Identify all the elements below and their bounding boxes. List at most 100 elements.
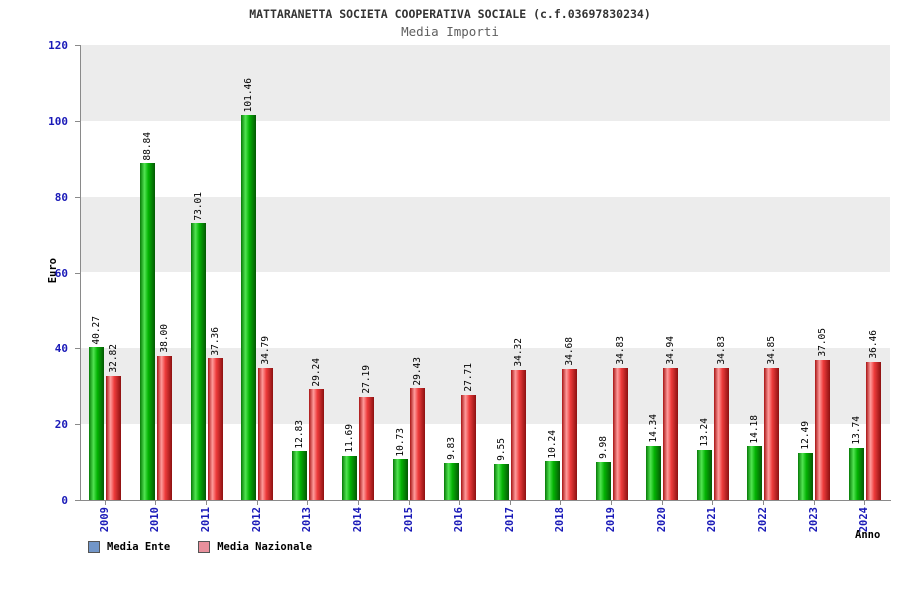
x-tick-mark <box>661 501 663 505</box>
bar-value-label-media-nazionale-2019: 34.83 <box>614 336 626 365</box>
bar-value-label-media-nazionale-2022: 34.85 <box>766 336 778 365</box>
x-tick-label-2015: 2015 <box>402 507 415 533</box>
x-tick-label-2014: 2014 <box>351 507 364 533</box>
bar-media-ente-2020 <box>646 445 662 500</box>
bar-media-nazionale-2009 <box>106 375 122 500</box>
y-tick-label: 20 <box>54 418 68 432</box>
bar-value-label-media-ente-2016: 9.83 <box>445 436 457 460</box>
bar-media-ente-2017 <box>494 463 510 500</box>
bar-media-nazionale-2012 <box>258 368 274 500</box>
bar-media-nazionale-2024 <box>865 361 881 500</box>
y-tick-mark <box>75 500 80 501</box>
y-tick-label: 120 <box>48 39 68 52</box>
bar-value-label-media-nazionale-2014: 27.19 <box>361 365 373 394</box>
bar-media-nazionale-2023 <box>815 359 831 500</box>
x-tick-mark <box>762 501 764 505</box>
x-tick-label-2018: 2018 <box>554 507 567 533</box>
bar-value-label-media-nazionale-2017: 34.32 <box>513 338 525 367</box>
x-tick-label-2023: 2023 <box>807 507 820 533</box>
bar-value-label-media-nazionale-2021: 34.83 <box>715 336 727 365</box>
bar-value-label-media-ente-2019: 9.98 <box>597 436 609 460</box>
bar-value-label-media-nazionale-2016: 27.71 <box>462 363 474 392</box>
bar-value-label-media-nazionale-2018: 34.68 <box>563 336 575 366</box>
legend: Media Ente Media Nazionale <box>88 541 312 553</box>
plot-band <box>80 272 890 349</box>
legend-item-media-ente: Media Ente <box>88 541 170 553</box>
plot-band <box>80 196 890 273</box>
y-tick-label: 80 <box>54 190 68 204</box>
bar-media-ente-2010 <box>139 163 155 500</box>
bar-media-nazionale-2022 <box>764 367 780 500</box>
bar-media-ente-2021 <box>696 449 712 500</box>
bar-value-label-media-ente-2011: 73.01 <box>192 191 204 221</box>
y-tick-label: 0 <box>61 494 68 507</box>
x-tick-label-2021: 2021 <box>706 507 719 533</box>
y-tick-mark <box>75 120 80 122</box>
bar-value-label-media-ente-2021: 13.24 <box>698 418 710 447</box>
bar-media-ente-2023 <box>798 452 814 500</box>
legend-swatch-media-ente <box>88 541 100 553</box>
bar-value-label-media-nazionale-2010: 38.00 <box>158 324 170 353</box>
bar-media-ente-2024 <box>848 447 864 500</box>
x-tick-mark <box>459 501 461 505</box>
legend-label-media-nazionale: Media Nazionale <box>217 541 313 553</box>
y-axis: 0 20 40 60 80 100 120 <box>0 39 80 507</box>
bar-media-ente-2009 <box>89 347 105 500</box>
bar-media-nazionale-2017 <box>511 369 527 500</box>
x-tick-label-2022: 2022 <box>756 507 769 533</box>
x-tick-mark <box>611 501 613 505</box>
bar-value-label-media-nazionale-2024: 36.46 <box>867 330 879 359</box>
y-tick-mark <box>75 272 80 274</box>
bar-value-label-media-ente-2024: 13.74 <box>850 416 862 445</box>
bar-media-ente-2013 <box>291 451 307 500</box>
legend-label-media-ente: Media Ente <box>107 541 171 553</box>
bar-media-ente-2019 <box>595 462 611 500</box>
bar-value-label-media-nazionale-2015: 29.43 <box>412 356 424 386</box>
x-tick-label-2017: 2017 <box>503 507 516 533</box>
bar-media-nazionale-2019 <box>612 367 628 500</box>
x-tick-mark <box>307 501 309 505</box>
chart-title: MATTARANETTA SOCIETA COOPERATIVA SOCIALE… <box>249 7 651 21</box>
x-tick-label-2013: 2013 <box>301 507 314 533</box>
bar-value-label-media-nazionale-2012: 34.79 <box>260 336 272 366</box>
legend-swatch-media-nazionale <box>198 541 211 553</box>
x-tick-mark <box>104 501 106 505</box>
x-tick-label-2012: 2012 <box>250 507 263 533</box>
y-tick-mark <box>75 45 80 46</box>
bar-value-label-media-ente-2010: 88.84 <box>141 131 153 161</box>
chart-subtitle: Media Importi <box>401 24 499 39</box>
x-tick-mark <box>509 501 511 505</box>
plot-band <box>80 45 890 121</box>
y-axis-line <box>80 45 81 501</box>
legend-item-media-nazionale: Media Nazionale <box>198 541 312 553</box>
bar-media-ente-2012 <box>241 115 257 500</box>
x-tick-label-2009: 2009 <box>98 507 111 533</box>
y-tick-mark <box>75 424 80 426</box>
bar-value-label-media-ente-2020: 14.34 <box>648 414 660 443</box>
bar-value-label-media-nazionale-2009: 32.82 <box>108 343 120 373</box>
bar-value-label-media-ente-2013: 12.83 <box>293 419 305 449</box>
x-tick-mark <box>560 501 562 505</box>
y-tick-mark <box>75 348 80 350</box>
bar-value-label-media-ente-2022: 14.18 <box>749 414 761 444</box>
x-tick-mark <box>155 501 157 505</box>
x-tick-mark <box>408 501 410 505</box>
y-tick-label: 100 <box>48 114 68 128</box>
bar-value-label-media-ente-2012: 101.46 <box>243 77 255 113</box>
bar-value-label-media-ente-2014: 11.69 <box>344 424 356 453</box>
bar-value-label-media-nazionale-2023: 37.05 <box>817 327 829 357</box>
x-tick-mark <box>256 501 258 505</box>
bar-value-label-media-ente-2023: 12.49 <box>800 421 812 450</box>
y-tick-mark <box>75 196 80 198</box>
x-axis: 2009 2010 2011 2012 2013 2014 2015 2016 2017 2018… <box>80 501 892 553</box>
bar-value-label-media-ente-2017: 9.55 <box>496 437 508 461</box>
bar-media-ente-2015 <box>393 459 409 500</box>
x-tick-mark <box>864 501 866 505</box>
y-tick-label: 60 <box>54 266 68 280</box>
bar-media-nazionale-2013 <box>308 389 324 500</box>
x-tick-label-2016: 2016 <box>453 507 466 533</box>
bar-media-nazionale-2010 <box>156 355 172 500</box>
bar-media-nazionale-2020 <box>663 367 679 500</box>
bar-media-nazionale-2011 <box>207 358 223 500</box>
